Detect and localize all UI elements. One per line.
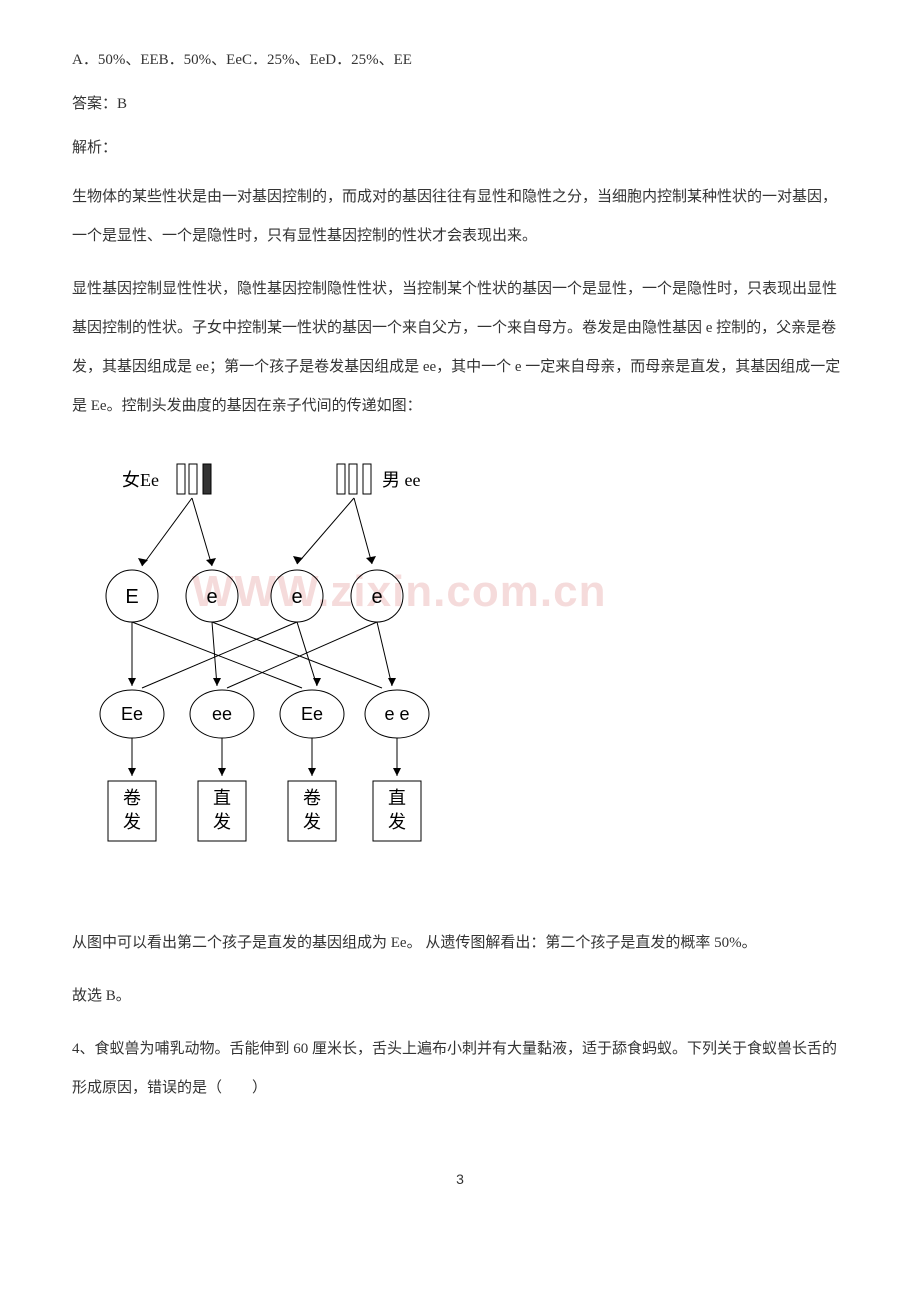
question-4: 4、食蚁兽为哺乳动物。舌能伸到 60 厘米长，舌头上遍布小刺并有大量黏液，适于舔… [72,1030,848,1108]
options-line: A．50%、EEB．50%、EeC．25%、EeD．25%、EE [72,48,848,72]
offspring-geno: Ee [121,704,143,724]
chromosome-bar [349,464,357,494]
gamete-label: E [125,586,138,608]
phenotype-label: 直 [388,788,406,808]
phenotype-label: 发 [213,812,231,832]
page-number: 3 [72,1168,848,1190]
phenotype-label: 直 [213,788,231,808]
offspring-geno: e e [384,704,409,724]
offspring-geno: Ee [301,704,323,724]
inheritance-diagram: WWW.zixin.com.cn 女Ee 男 ee E e e e Ee ee … [72,456,848,894]
paragraph-3: 从图中可以看出第二个孩子是直发的基因组成为 Ee。 从遗传图解看出：第二个孩子是… [72,924,848,963]
phenotype-label: 发 [303,812,321,832]
paragraph-1: 生物体的某些性状是由一对基因控制的，而成对的基因往往有显性和隐性之分，当细胞内控… [72,178,848,256]
chromosome-bar [189,464,197,494]
analysis-label: 解析： [72,136,848,160]
chromosome-bar [363,464,371,494]
phenotype-label: 卷 [303,788,321,808]
parent-female-label: 女Ee [122,470,159,490]
parent-male-label: 男 ee [382,470,420,490]
phenotype-label: 发 [123,812,141,832]
chromosome-bar-filled [203,464,211,494]
gamete-label: e [291,586,302,608]
gamete-label: e [206,586,217,608]
chromosome-bar [177,464,185,494]
paragraph-4: 故选 B。 [72,977,848,1016]
chromosome-bar [337,464,345,494]
phenotype-label: 发 [388,812,406,832]
answer-line: 答案：B [72,92,848,116]
paragraph-2: 显性基因控制显性性状，隐性基因控制隐性性状，当控制某个性状的基因一个是显性，一个… [72,270,848,426]
offspring-geno: ee [212,704,232,724]
gamete-label: e [371,586,382,608]
phenotype-label: 卷 [123,788,141,808]
